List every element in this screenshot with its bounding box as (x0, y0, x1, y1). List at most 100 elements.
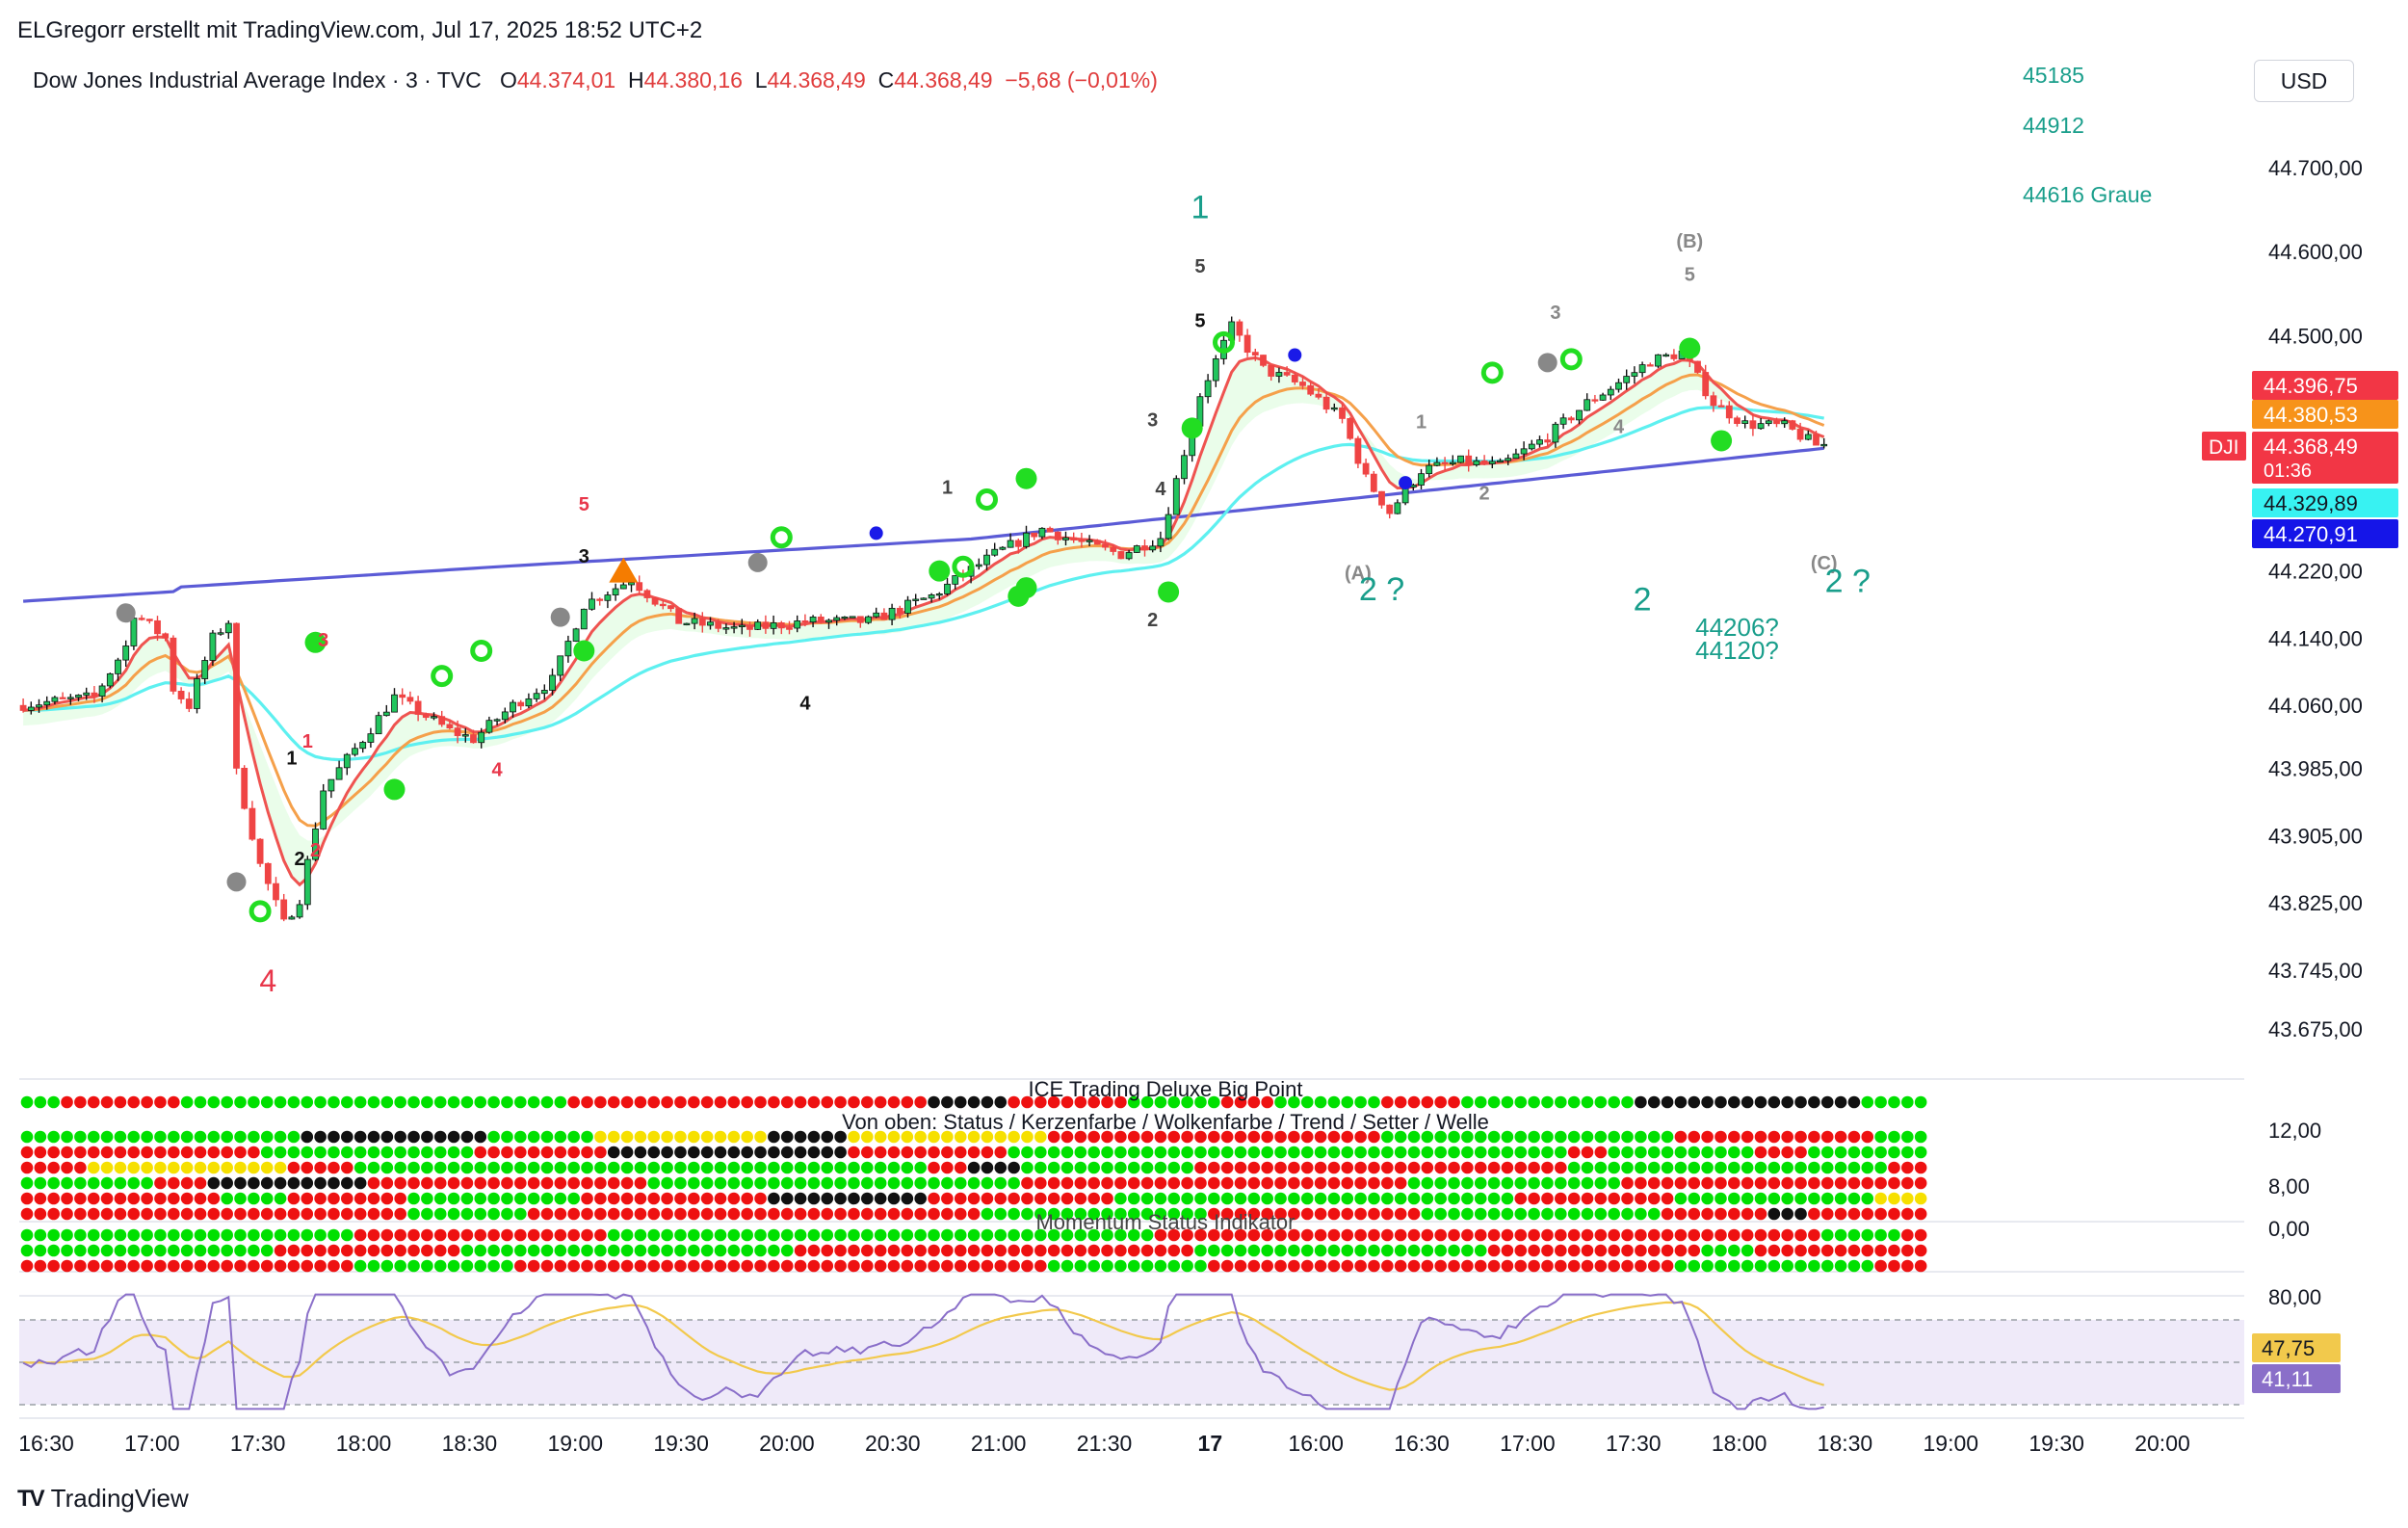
indicator-dot (674, 1192, 687, 1205)
indicator-dot (1060, 1259, 1074, 1273)
indicator-dot (394, 1207, 406, 1221)
candle-body (1125, 552, 1133, 560)
price-tag-value: 44.368,49 (2264, 435, 2358, 459)
indicator-dot (194, 1228, 207, 1242)
indicator-dot (1474, 1207, 1487, 1221)
indicator-dot (1808, 1228, 1820, 1242)
indicator-dot (780, 1192, 794, 1205)
candle-body (1362, 462, 1370, 475)
indicator-dot (607, 1130, 620, 1144)
indicator-dot (807, 1095, 821, 1109)
indicator-dot (341, 1192, 353, 1205)
indicator-dot (1901, 1207, 1914, 1221)
indicator-dot (794, 1244, 807, 1257)
indicator-dot (1661, 1228, 1674, 1242)
indicator-dot (114, 1259, 127, 1273)
candle (320, 783, 327, 830)
indicator-dot (1194, 1228, 1207, 1242)
candle (786, 620, 793, 635)
indicator-dot (141, 1192, 153, 1205)
candle (1813, 430, 1819, 446)
candle (1567, 415, 1575, 424)
indicator-dot (1767, 1095, 1781, 1109)
indicator-dot (914, 1207, 927, 1221)
candle (1268, 364, 1275, 382)
indicator-dot (1101, 1244, 1113, 1257)
indicator-dot (540, 1259, 554, 1273)
indicator-dot (301, 1228, 314, 1242)
indicator-dot (754, 1192, 767, 1205)
candle (794, 615, 801, 633)
indicator-dot (674, 1244, 687, 1257)
indicator-dot (127, 1146, 141, 1159)
indicator-dot (1661, 1192, 1674, 1205)
candle-body (1702, 372, 1710, 397)
indicator-dot (1220, 1146, 1234, 1159)
indicator-dot (1008, 1207, 1020, 1221)
indicator-dot (1220, 1192, 1234, 1205)
indicator-dot (1074, 1228, 1087, 1242)
indicator-dot (1288, 1192, 1300, 1205)
wave-label: 1 (1416, 411, 1426, 433)
indicator-dot (1261, 1130, 1273, 1144)
candle-body (1584, 399, 1591, 411)
indicator-dot (607, 1095, 620, 1109)
symbol-name[interactable]: Dow Jones Industrial Average Index · 3 ·… (33, 67, 482, 92)
indicator-dot (1541, 1228, 1554, 1242)
indicator-dot (1288, 1207, 1300, 1221)
indicator-dot (514, 1228, 527, 1242)
wave-label: 2 (1147, 610, 1158, 631)
candle (651, 596, 659, 607)
indicator-dot (727, 1146, 741, 1159)
indicator-dot (1594, 1192, 1608, 1205)
indicator-dot (1247, 1207, 1261, 1221)
indicator-dot (1247, 1228, 1261, 1242)
indicator-dot (260, 1146, 274, 1159)
indicator-dot (1888, 1244, 1900, 1257)
indicator-dot (1847, 1207, 1861, 1221)
indicator-dot (1327, 1228, 1341, 1242)
indicator-dot (1421, 1095, 1434, 1109)
indicator-dot (1167, 1095, 1181, 1109)
indicator-dot (1421, 1146, 1434, 1159)
indicator-dot (594, 1192, 607, 1205)
candle (888, 603, 896, 626)
indicator-dot (460, 1259, 474, 1273)
indicator-dot (1314, 1228, 1327, 1242)
indicator-dot (1861, 1228, 1874, 1242)
indicator-dot (380, 1176, 394, 1190)
indicator-dot (1407, 1259, 1421, 1273)
indicator-dot (207, 1259, 221, 1273)
indicator-dot (714, 1244, 727, 1257)
indicator-dot (688, 1228, 700, 1242)
indicator-dot (1074, 1130, 1087, 1144)
candle (19, 698, 27, 713)
candle (809, 615, 817, 628)
candle (98, 683, 106, 703)
indicator-dot (1728, 1259, 1741, 1273)
candle (391, 688, 398, 713)
indicator-dot (1501, 1228, 1514, 1242)
candle-body (952, 575, 959, 585)
indicator-dot (768, 1244, 780, 1257)
indicator-dot (834, 1146, 847, 1159)
indicator-dot (474, 1207, 487, 1221)
indicator-dot (1060, 1207, 1074, 1221)
candle-body (636, 582, 643, 592)
indicator-dot (1140, 1192, 1154, 1205)
indicator-dot (168, 1130, 180, 1144)
symbol-tag: DJI (2209, 436, 2239, 459)
tradingview-logo-icon: TV (17, 1485, 45, 1512)
candle (1141, 539, 1148, 557)
indicator-dot (1087, 1259, 1100, 1273)
open-value: 44.374,01 (516, 67, 616, 92)
indicator-dot (1127, 1244, 1140, 1257)
indicator-dot (1794, 1130, 1807, 1144)
indicator-dot (620, 1244, 634, 1257)
currency-button[interactable]: USD (2254, 60, 2354, 102)
candle (1544, 433, 1552, 448)
candle-body (707, 621, 714, 626)
candle (1149, 540, 1157, 553)
candle-body (98, 685, 106, 697)
